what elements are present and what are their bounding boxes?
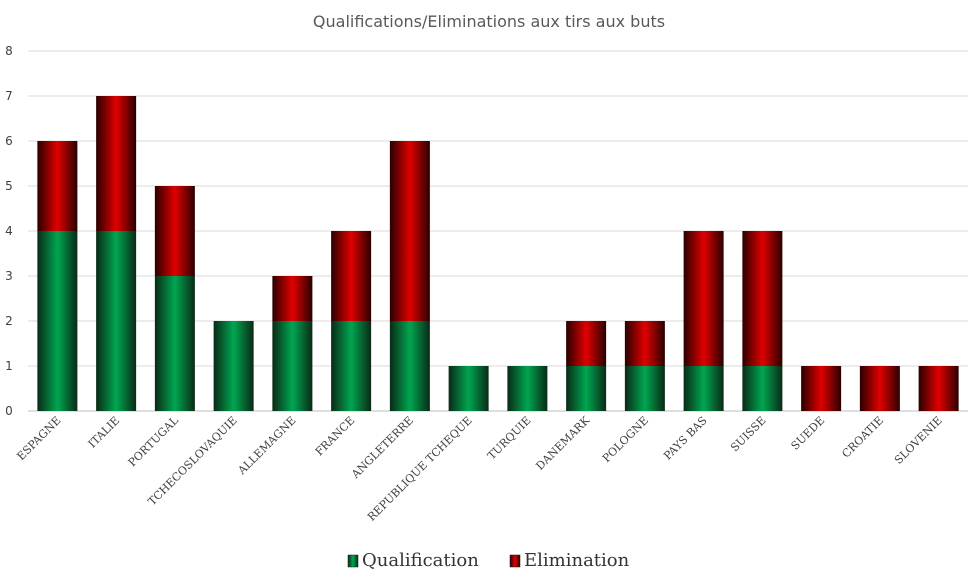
bar-qualification-suisse <box>742 366 783 411</box>
bar-qualification-pologne <box>624 366 665 411</box>
bar-elimination-slovenie <box>918 366 959 411</box>
bar-elimination-danemark <box>566 321 607 366</box>
y-tick-label: 6 <box>5 134 13 148</box>
x-tick-label: ESPAGNE <box>14 414 63 463</box>
bar-qualification-espagne <box>37 231 78 411</box>
y-tick-label: 8 <box>5 44 13 58</box>
bar-elimination-italie <box>96 96 137 231</box>
bar-qualification-turquie <box>507 366 548 411</box>
bar-elimination-allemagne <box>272 276 313 321</box>
y-tick-label: 2 <box>5 314 13 328</box>
bar-elimination-croatie <box>859 366 900 411</box>
bar-elimination-portugal <box>154 186 195 276</box>
legend-label: Elimination <box>524 550 630 571</box>
bar-elimination-espagne <box>37 141 78 231</box>
x-tick-label: SUISSE <box>728 414 768 454</box>
x-axis-ticks: ESPAGNE ITALIE PORTUGALTCHECOSLOVAQUIEALLE… <box>14 413 944 523</box>
x-tick-label: ALLEMAGNE <box>235 414 299 478</box>
bar-qualification-danemark <box>566 366 607 411</box>
x-tick-label: DANEMARK <box>533 413 592 472</box>
x-tick-label: CROATIE <box>839 414 886 461</box>
bar-elimination-pologne <box>624 321 665 366</box>
legend-label: Qualification <box>362 550 479 571</box>
bar-qualification-allemagne <box>272 321 313 411</box>
y-axis-ticks: 0 1 2 3 4 5 6 7 8 <box>5 44 13 418</box>
bar-qualification-pays-bas <box>683 366 724 411</box>
y-tick-label: 3 <box>5 269 13 283</box>
x-tick-label: PORTUGAL <box>126 413 182 469</box>
x-tick-label: ITALIE <box>86 414 123 451</box>
y-tick-label: 0 <box>5 404 13 418</box>
bar-elimination-suede <box>801 366 842 411</box>
x-tick-label: SUEDE <box>789 414 828 453</box>
x-tick-label: REPUBLIQUE TCHEQUE <box>365 414 475 524</box>
bar-qualification-tchecoslovaquie <box>213 321 254 411</box>
bars <box>37 96 959 411</box>
bar-qualification-portugal <box>154 276 195 411</box>
chart-title: Qualifications/Eliminations aux tirs aux… <box>313 12 665 31</box>
x-tick-label: ANGLETERRE <box>348 414 416 482</box>
legend-swatch <box>509 554 521 568</box>
bar-qualification-france <box>331 321 372 411</box>
x-tick-label: FRANCE <box>313 414 358 459</box>
y-tick-label: 5 <box>5 179 13 193</box>
x-tick-label: TURQUIE <box>485 414 533 462</box>
legend-swatch <box>347 554 359 568</box>
x-tick-label: SLOVENIE <box>892 414 945 467</box>
x-tick-label: POLOGNE <box>600 414 651 465</box>
bar-elimination-pays-bas <box>683 231 724 366</box>
bar-elimination-suisse <box>742 231 783 366</box>
bar-elimination-angleterre <box>389 141 430 321</box>
y-tick-label: 1 <box>5 359 13 373</box>
bar-elimination-france <box>331 231 372 321</box>
bar-qualification-republique-tcheque <box>448 366 489 411</box>
y-tick-label: 7 <box>5 89 13 103</box>
x-tick-label: PAYS BAS <box>661 414 710 463</box>
y-tick-label: 4 <box>5 224 13 238</box>
bar-qualification-italie <box>96 231 137 411</box>
legend: Qualification Elimination <box>347 550 630 571</box>
bar-qualification-angleterre <box>389 321 430 411</box>
